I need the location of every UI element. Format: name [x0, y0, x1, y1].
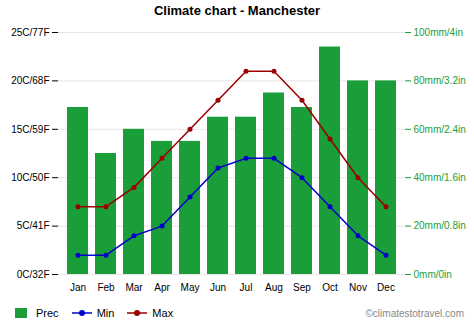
svg-text:Oct: Oct [322, 282, 338, 293]
svg-text:20mm/0.8in: 20mm/0.8in [414, 220, 466, 231]
svg-text:Nov: Nov [349, 282, 367, 293]
svg-text:Mar: Mar [125, 282, 143, 293]
html-text:Max: Max [152, 307, 174, 319]
svg-text:40mm/1.6in: 40mm/1.6in [414, 172, 466, 183]
html-text:Climate chart - Manchester: Climate chart - Manchester [153, 3, 321, 18]
svg-text:0mm/0in: 0mm/0in [414, 269, 452, 280]
svg-text:20C/68F: 20C/68F [11, 75, 49, 86]
svg-text:Apr: Apr [154, 282, 170, 293]
svg-text:Jul: Jul [240, 282, 253, 293]
svg-text:100mm/4in: 100mm/4in [414, 27, 463, 38]
svg-text:10C/50F: 10C/50F [11, 172, 49, 183]
svg-text:25C/77F: 25C/77F [11, 27, 49, 38]
svg-text:May: May [181, 282, 200, 293]
svg-text:Sep: Sep [293, 282, 311, 293]
svg-text:80mm/3.2in: 80mm/3.2in [414, 75, 466, 86]
html-text:©climatestotravel.com: ©climatestotravel.com [365, 307, 464, 319]
svg-text:Dec: Dec [377, 282, 395, 293]
svg-text:0C/32F: 0C/32F [17, 269, 50, 280]
svg-text:Aug: Aug [265, 282, 283, 293]
svg-text:Feb: Feb [97, 282, 115, 293]
svg-text:Jun: Jun [210, 282, 226, 293]
svg-text:60mm/2.4in: 60mm/2.4in [414, 124, 466, 135]
svg-text:5C/41F: 5C/41F [17, 220, 50, 231]
html-text:Prec: Prec [36, 307, 59, 319]
svg-text:Jan: Jan [70, 282, 86, 293]
svg-text:15C/59F: 15C/59F [11, 124, 49, 135]
html-text:Min: Min [96, 307, 115, 319]
